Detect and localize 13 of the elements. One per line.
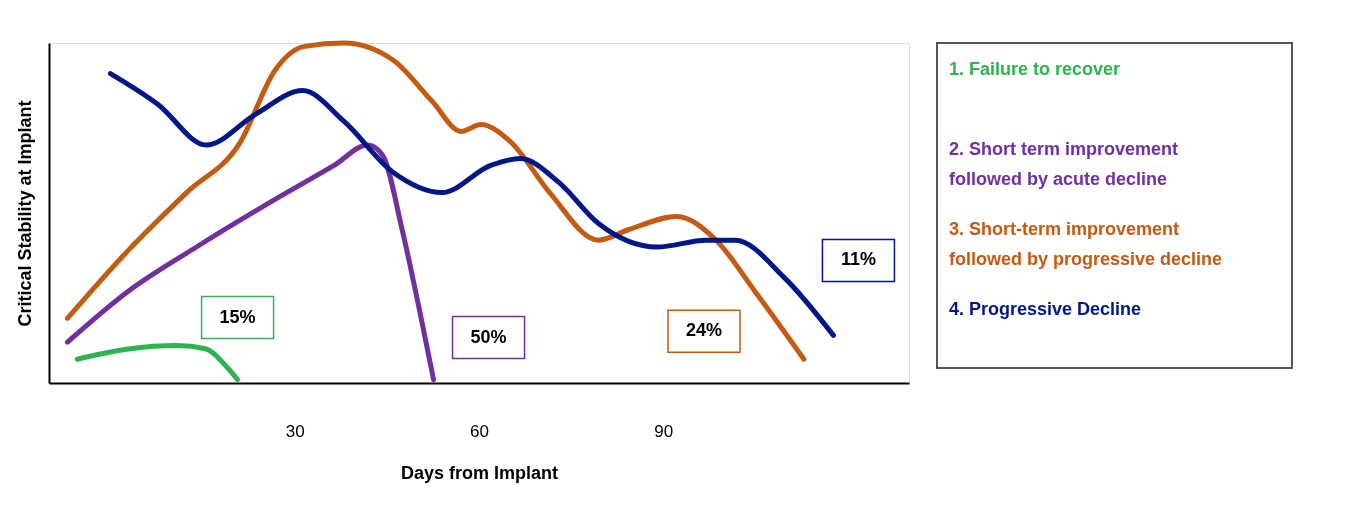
annotation: 15% — [219, 306, 256, 327]
text: 3. Short-term improvement followed by progressive decline — [949, 219, 1223, 269]
text: 1. Failure to recover — [949, 59, 1121, 79]
y-axis-title: Critical Stability at Implant — [14, 100, 35, 327]
x-tick-label: 60 — [470, 421, 489, 441]
annotation: 24% — [685, 320, 722, 341]
annotation: 50% — [470, 326, 507, 347]
annotation: 11% — [840, 249, 876, 270]
text: 4. Progressive Decline — [949, 299, 1142, 319]
x-axis-title: Days from Implant — [400, 462, 559, 483]
x-tick-label: 30 — [285, 421, 305, 441]
text: 2. Short term improvement followed by acute decline — [949, 139, 1179, 189]
x-tick-label: 90 — [654, 421, 674, 441]
